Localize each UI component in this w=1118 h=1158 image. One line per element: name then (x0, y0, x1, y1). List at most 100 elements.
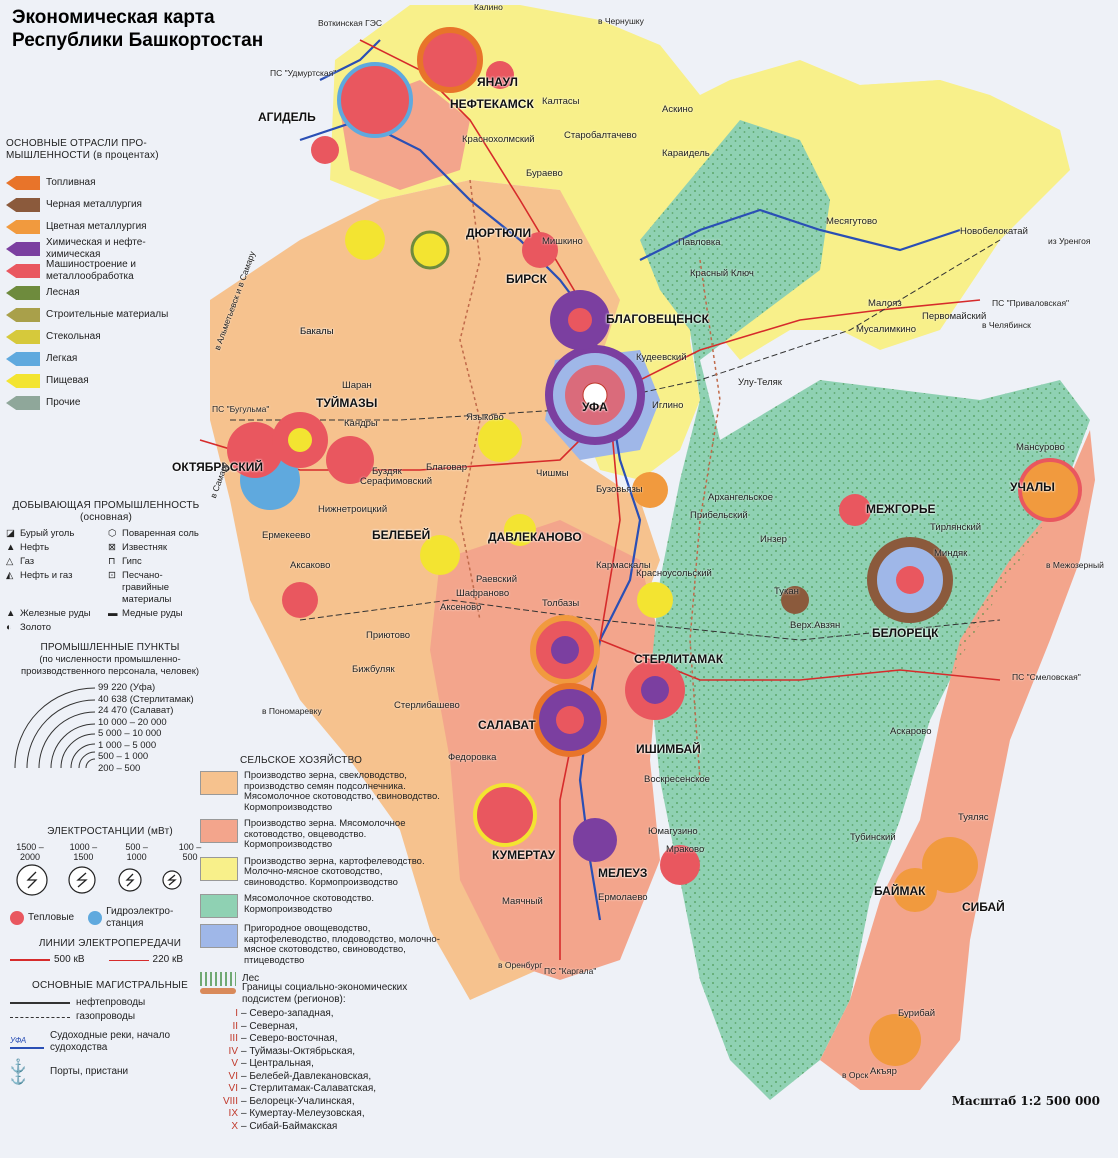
place-label: Нижнетроицкий (318, 504, 388, 515)
region-number: II (232, 1020, 238, 1032)
agriculture-swatch (200, 771, 238, 795)
oil-icon: ▲ (6, 542, 16, 553)
center-misc-1 (345, 220, 385, 260)
mining-legend-item: ▲ Нефть (6, 542, 104, 554)
place-label: ИШИМБАЙ (636, 742, 701, 756)
agriculture-legend-item: Производство зерна, картофелеводство. Мо… (200, 856, 440, 889)
points-size-label: 500 – 1 000 (98, 751, 149, 762)
industry-label: Легкая (46, 353, 78, 364)
center-mezhgorye (839, 494, 871, 526)
oil-gas-icon: ◭ (6, 570, 14, 581)
place-label: Кармаскалы (596, 560, 651, 571)
points-legend-heading: ПРОМЫШЛЕННЫЕ ПУНКТЫ (40, 642, 180, 653)
industry-label: Черная металлургия (46, 199, 142, 210)
center-sibay (922, 837, 978, 893)
power-size-2: 1000 – 1500 (69, 842, 98, 862)
mining-label: Золото (20, 622, 52, 633)
center-meleuz (573, 818, 617, 862)
place-label: АГИДЕЛЬ (258, 110, 316, 124)
place-label: Шаран (342, 380, 372, 391)
place-label: Красный Ключ (690, 268, 754, 279)
industry-label: Цветная металлургия (46, 221, 147, 232)
industry-swatch (6, 220, 40, 234)
points-size-label: 10 000 – 20 000 (98, 716, 167, 728)
place-label: ДАВЛЕКАНОВО (488, 530, 582, 544)
mining-label: Поваренная соль (122, 528, 199, 539)
mining-legend-item: ◐ Золото (6, 622, 104, 634)
place-label: Мраково (666, 844, 705, 855)
region-name: Белебей-Давлекановская, (249, 1070, 372, 1082)
mining-label: Нефть и газ (20, 570, 73, 581)
place-label: Аксаково (290, 560, 331, 571)
power-legend: ЭЛЕКТРОСТАНЦИИ (мВт) 1500 – 2000 1000 – … (10, 826, 210, 930)
place-label: Краснохолмский (462, 134, 535, 145)
mining-label: Газ (20, 556, 35, 567)
place-label: Буздяк (372, 466, 402, 477)
mining-label: Песчано-гравийные материалы (122, 570, 172, 605)
place-label: БЕЛЕБЕЙ (372, 528, 431, 542)
region-number: I (235, 1008, 238, 1019)
industry-legend-item: Топливная (6, 172, 186, 194)
place-label: Мишкино (542, 236, 583, 247)
industry-legend-item: Черная металлургия (6, 194, 186, 216)
annotation-label: ПС "Удмуртская" (270, 68, 337, 78)
center-misc-5 (660, 845, 700, 885)
region-name: Северо-западная, (249, 1008, 334, 1019)
industry-swatch (6, 308, 40, 322)
place-label: Кандры (344, 418, 378, 429)
center-tuymazy (272, 412, 328, 468)
lines-legend-heading: ЛИНИИ ЭЛЕКТРОПЕРЕДАЧИ (38, 938, 182, 949)
place-label: Тирлянский (930, 522, 982, 533)
center-birsk (522, 232, 558, 268)
power-size-1: 1500 – 2000 (16, 842, 44, 862)
place-label: Кудеевский (636, 352, 687, 363)
points-size-label: 24 470 (Салават) (98, 705, 174, 716)
place-label: Бураево (526, 168, 563, 179)
industry-legend-item: Строительные материалы (6, 304, 186, 326)
region-name: Северо-восточная, (249, 1033, 338, 1044)
center-sterlitamak (530, 615, 600, 685)
agriculture-legend-item: Пригородное овощеводство, картофелеводст… (200, 923, 440, 966)
power-size-4: 100 – 500 (178, 842, 202, 862)
place-label: Павловка (678, 237, 721, 248)
center-oktyabrsky (227, 422, 300, 510)
region-legend-item: II – Северная, (220, 1021, 440, 1034)
place-label: Бакалы (300, 326, 334, 337)
mining-label: Железные руды (20, 608, 91, 619)
annotation-label: в Оренбург (498, 960, 543, 970)
region-number: IX (228, 1108, 238, 1119)
industry-swatch (6, 176, 40, 190)
mining-legend-item: ▬ Медные руды (108, 608, 206, 620)
agriculture-label: Мясомолочное скотоводство. Кормопроизвод… (244, 893, 375, 915)
industry-label: Стекольная (46, 331, 101, 342)
mining-legend-item: ⊓ Гипс (108, 556, 206, 568)
center-misc-4 (282, 582, 318, 618)
center-ishimbay (625, 660, 685, 720)
place-label: Юмагузино (648, 826, 698, 837)
mining-label: Бурый уголь (20, 528, 75, 539)
region-northeast-yellow (830, 80, 1065, 300)
industry-legend-item: Пищевая (6, 370, 186, 392)
place-label: Новобелокатай (960, 226, 1028, 237)
mining-legend-heading: ДОБЫВАЮЩАЯ ПРОМЫШЛЕННОСТЬ (основная) (12, 500, 200, 523)
industry-legend-item: Стекольная (6, 326, 186, 348)
mining-legend-item: △ Газ (6, 556, 104, 568)
industrial-centers (227, 27, 1082, 1066)
agriculture-legend-heading: СЕЛЬСКОЕ ХОЗЯЙСТВО (240, 755, 363, 766)
region-name: Северная, (249, 1020, 298, 1032)
industry-legend-item: Химическая и нефте-химическая (6, 237, 186, 260)
place-label: ТУЙМАЗЫ (316, 396, 378, 410)
agriculture-legend-item: Мясомолочное скотоводство. Кормопроизвод… (200, 893, 440, 918)
place-label: Тубинский (850, 832, 896, 843)
points-size-label: 200 – 500 (98, 762, 141, 774)
place-label: ЯНАУЛ (477, 75, 518, 89)
mining-label: Известняк (122, 542, 168, 553)
forest-swatch (200, 972, 236, 986)
region-number: VI (228, 1083, 238, 1094)
center-blagoveshchensk (550, 290, 610, 350)
annotation-label: Калино (474, 2, 503, 12)
center-davlekanovo (504, 514, 536, 546)
points-size-label: 99 220 (Уфа) (98, 682, 156, 693)
place-label: Бузовьязы (596, 484, 643, 495)
center-ufa (545, 345, 645, 445)
